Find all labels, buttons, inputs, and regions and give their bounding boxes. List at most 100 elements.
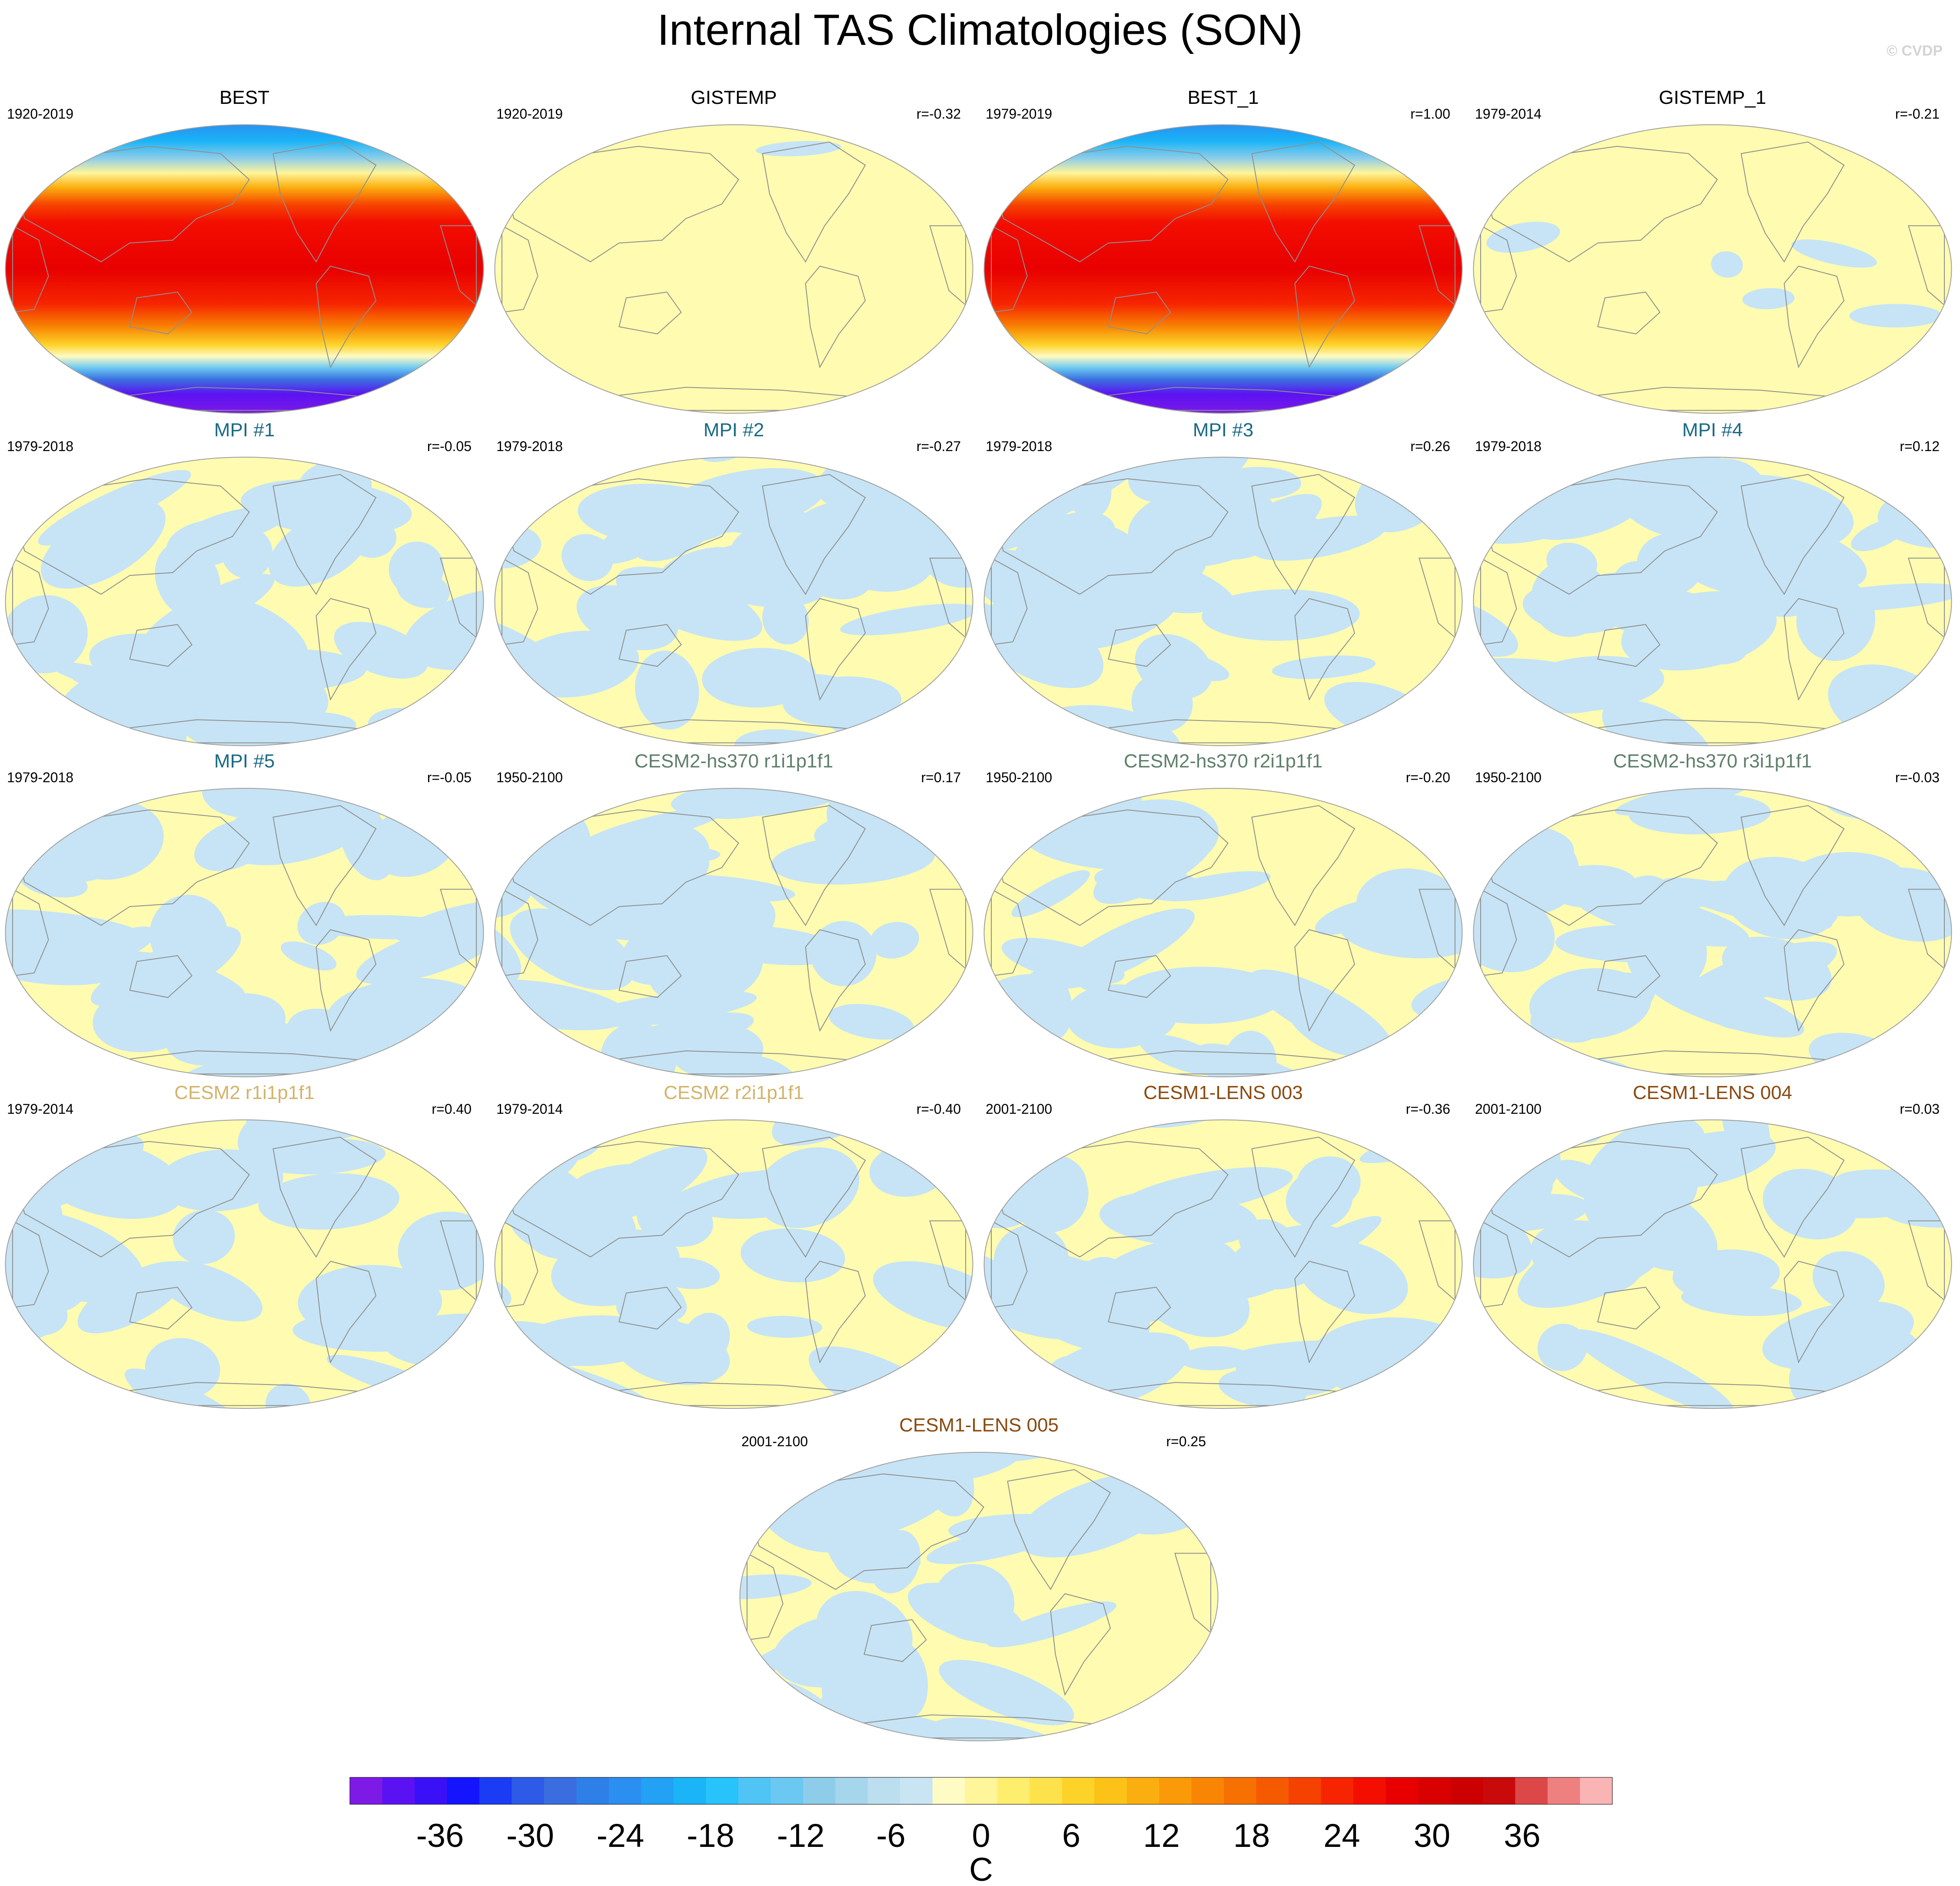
- cool-anomaly-region: [1286, 1170, 1353, 1229]
- cool-anomaly-region: [551, 787, 709, 791]
- coastline: [1294, 266, 1355, 369]
- cool-anomaly-region: [783, 676, 902, 727]
- map: [494, 124, 973, 414]
- colorbar-swatch: [771, 1777, 804, 1804]
- colorbar-swatch: [932, 1777, 965, 1804]
- coastline: [995, 1141, 1229, 1258]
- coastline: [762, 805, 866, 926]
- cool-anomaly-region: [1219, 1369, 1307, 1408]
- map-border: [494, 1119, 973, 1409]
- cool-anomaly-region: [551, 1229, 680, 1306]
- cool-anomaly-region: [1217, 467, 1302, 499]
- colorbar-swatch: [1191, 1777, 1224, 1804]
- coastline: [316, 266, 377, 369]
- colorbar-swatch: [382, 1777, 415, 1804]
- cool-anomaly-region: [579, 990, 757, 1027]
- coastline: [618, 955, 682, 998]
- cool-anomaly-region: [12, 716, 80, 746]
- coastline: [1108, 292, 1171, 335]
- panel-correlation: r=-0.05: [427, 770, 472, 785]
- panel-correlation: r=1.00: [1410, 106, 1450, 122]
- panel-correlation: r=-0.36: [1405, 1101, 1450, 1117]
- map-panel: CESM2 r2i1p1f1 1979-2014 r=-0.40: [489, 1082, 978, 1412]
- panel-period: 1979-2014: [1475, 106, 1542, 122]
- cool-anomaly-region: [1540, 994, 1606, 1043]
- cool-anomaly-region: [1531, 560, 1608, 637]
- cool-anomaly-region: [404, 587, 484, 671]
- colorbar-swatch: [706, 1777, 739, 1804]
- coastline: [1597, 624, 1661, 667]
- coastline: [1784, 929, 1845, 1032]
- panel-period: 1979-2018: [496, 438, 563, 454]
- coastline: [1741, 474, 1845, 595]
- cool-anomaly-region: [1621, 880, 1750, 916]
- cool-anomaly-region: [926, 1525, 1062, 1564]
- cool-anomaly-region: [1583, 1179, 1717, 1272]
- coastline: [1108, 1287, 1171, 1330]
- colorbar-tick-label: -30: [506, 1817, 554, 1854]
- coastline: [991, 557, 1028, 645]
- colorbar-swatch: [1353, 1777, 1386, 1804]
- cool-anomaly-region: [1473, 1046, 1520, 1077]
- panel-correlation: r=0.40: [432, 1101, 472, 1117]
- panel-period: 1979-2018: [7, 770, 74, 785]
- cool-anomaly-region: [149, 894, 228, 975]
- cool-anomaly-region: [298, 1265, 442, 1339]
- panel-period: 1979-2019: [986, 106, 1053, 122]
- cool-anomaly-region: [1626, 913, 1707, 993]
- coastline: [762, 1136, 866, 1258]
- panel-correlation: r=-0.03: [1895, 770, 1940, 785]
- cool-anomaly-region: [77, 1261, 189, 1334]
- map-border: [1473, 1119, 1952, 1409]
- cool-anomaly-region: [635, 651, 699, 730]
- map: [5, 457, 484, 746]
- map-panel: CESM2-hs370 r3i1p1f1 1950-2100 r=-0.03: [1468, 750, 1957, 1081]
- map-border: [494, 124, 973, 414]
- map-border: [739, 1452, 1219, 1741]
- coastline: [506, 146, 739, 262]
- coastline: [1294, 1261, 1355, 1364]
- colorbar-tick-label: 0: [972, 1817, 990, 1854]
- colorbar-swatch: [867, 1777, 900, 1804]
- coastline: [805, 1261, 866, 1364]
- cool-anomaly-region: [1849, 304, 1942, 328]
- cool-anomaly-region: [671, 788, 848, 818]
- colorbar-swatch: [1256, 1777, 1289, 1804]
- colorbar-swatch: [1126, 1777, 1159, 1804]
- map-panel: BEST_1 1979-2019 r=1.00: [979, 87, 1468, 417]
- colorbar-swatch: [479, 1777, 512, 1804]
- cool-anomaly-region: [675, 1024, 764, 1077]
- coastline: [17, 809, 250, 926]
- coastline: [502, 1220, 538, 1308]
- cool-anomaly-region: [1723, 857, 1841, 940]
- coastline: [506, 1141, 739, 1258]
- colorbar-swatch: [350, 1777, 383, 1804]
- cool-anomaly-region: [495, 671, 506, 746]
- cool-anomaly-region: [1546, 865, 1638, 908]
- colorbar-swatch: [544, 1777, 577, 1804]
- coastline: [17, 146, 250, 262]
- map-panel: MPI #5 1979-2018 r=-0.05: [0, 750, 489, 1081]
- coastline: [1784, 1261, 1845, 1364]
- cool-anomaly-region: [923, 788, 973, 810]
- cool-anomaly-region: [561, 534, 614, 581]
- coastline: [17, 1141, 250, 1258]
- map-border: [1473, 124, 1952, 414]
- map-panel: CESM1-LENS 004 2001-2100 r=0.03: [1468, 1082, 1957, 1412]
- coastline: [991, 225, 1028, 313]
- panel-title: BEST_1: [1187, 87, 1259, 108]
- panel-period: 1979-2014: [496, 1101, 563, 1117]
- cool-anomaly-region: [181, 506, 287, 546]
- cool-anomaly-region: [5, 697, 47, 746]
- cool-anomaly-region: [840, 604, 973, 636]
- coastline: [129, 955, 193, 998]
- coastline: [1485, 478, 1718, 595]
- colorbar-swatch: [1224, 1777, 1257, 1804]
- coastline: [618, 1287, 682, 1330]
- colorbar-tick-label: 30: [1414, 1817, 1451, 1854]
- map-panel: MPI #2 1979-2018 r=-0.27: [489, 419, 978, 750]
- colorbar: -36 -30 -24 -18 -12 -6 0 6 12 18 24 30 36 C: [349, 1777, 1613, 1886]
- cool-anomaly-region: [824, 518, 935, 592]
- coastline: [991, 888, 1028, 976]
- panel-period: 1979-2014: [7, 1101, 74, 1117]
